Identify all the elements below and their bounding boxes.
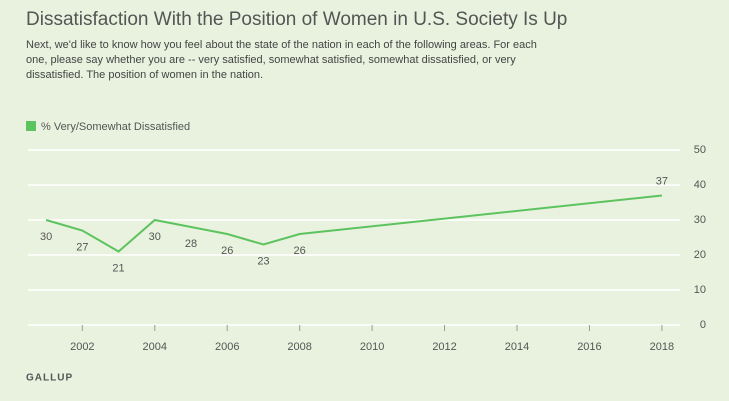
legend-label: % Very/Somewhat Dissatisfied: [41, 121, 190, 133]
y-tick-label: 30: [694, 214, 706, 226]
x-tick-label: 2004: [143, 341, 167, 353]
y-tick-label: 20: [694, 249, 706, 261]
legend-swatch: [26, 121, 36, 131]
data-label: 28: [185, 238, 197, 250]
data-label: 30: [149, 231, 161, 243]
x-tick-label: 2002: [70, 341, 94, 353]
x-tick-label: 2012: [432, 341, 456, 353]
chart-title: Dissatisfaction With the Position of Wom…: [26, 9, 567, 30]
y-tick-label: 40: [694, 179, 706, 191]
source: GALLUP: [26, 373, 73, 384]
x-tick-label: 2018: [650, 341, 674, 353]
x-tick-label: 2010: [360, 341, 384, 353]
data-label: 23: [257, 255, 269, 267]
data-label: 26: [221, 245, 233, 257]
data-label: 30: [40, 231, 52, 243]
data-label: 26: [294, 245, 306, 257]
y-tick-label: 50: [694, 144, 706, 156]
x-tick-label: 2014: [505, 341, 529, 353]
y-tick-label: 0: [700, 319, 706, 331]
data-label: 27: [76, 241, 88, 253]
line: [45, 194, 662, 253]
x-tick-label: 2008: [287, 341, 311, 353]
data-label: 37: [656, 175, 668, 187]
x-tick-label: 2016: [577, 341, 601, 353]
subtitle-box: Next, we'd like to know how you feel abo…: [26, 39, 537, 81]
data-label: 21: [112, 262, 124, 274]
x-tick-label: 2006: [215, 341, 239, 353]
y-tick-label: 10: [694, 284, 706, 296]
chart-subtitle: Next, we'd like to know how you feel abo…: [26, 39, 537, 81]
